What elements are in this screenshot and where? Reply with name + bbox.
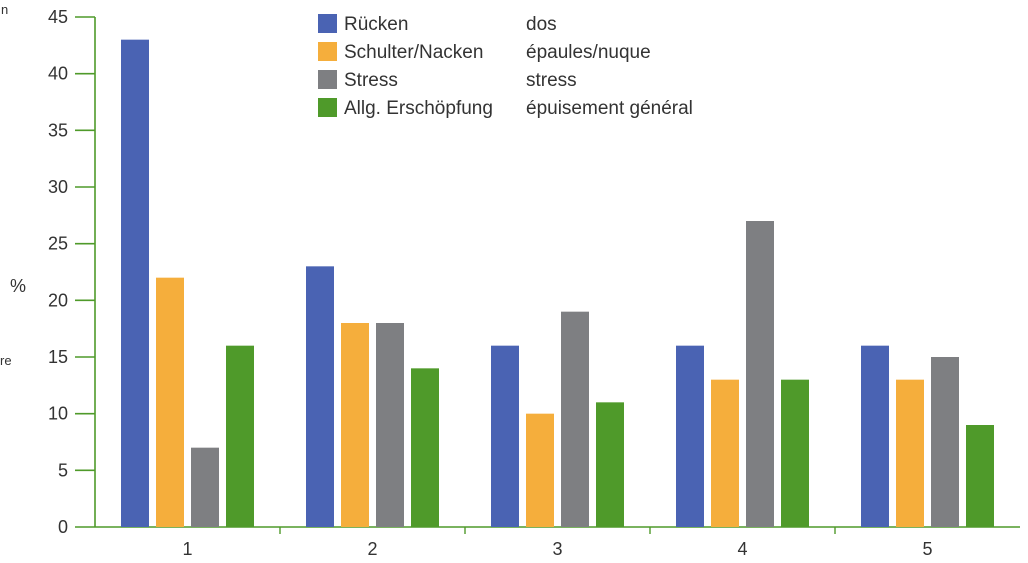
bar [711, 379, 739, 527]
x-tick-label: 3 [552, 539, 562, 559]
bar [861, 345, 889, 527]
bar [781, 379, 809, 527]
y-tick-label: 5 [58, 460, 68, 480]
bar [526, 413, 554, 527]
y-tick-label: 30 [48, 177, 68, 197]
y-tick-label: 20 [48, 290, 68, 310]
legend-label-fr: épuisement général [526, 98, 693, 119]
legend-label-fr: épaules/nuque [526, 42, 651, 63]
x-tick-label: 4 [737, 539, 747, 559]
y-tick-label: 40 [48, 64, 68, 84]
bar [561, 311, 589, 527]
x-tick-label: 5 [922, 539, 932, 559]
cut-off-text-middle: re [0, 353, 12, 368]
legend-label: Allg. Erschöpfung [344, 98, 493, 119]
y-tick-label: 15 [48, 347, 68, 367]
bar [596, 402, 624, 527]
bar [966, 425, 994, 527]
bar [746, 221, 774, 527]
legend-label-fr: stress [526, 70, 577, 91]
bar [341, 323, 369, 527]
cut-off-text-top: n [1, 2, 8, 17]
bars [121, 39, 994, 528]
bar [491, 345, 519, 527]
legend-swatch [318, 70, 337, 89]
bar [121, 39, 149, 528]
y-tick-label: 25 [48, 234, 68, 254]
bar [226, 345, 254, 527]
x-tick-label: 1 [182, 539, 192, 559]
legend-label: Stress [344, 70, 398, 91]
bar [896, 379, 924, 527]
x-tick-label: 2 [367, 539, 377, 559]
legend-label-fr: dos [526, 14, 557, 35]
bar [156, 277, 184, 527]
y-tick-label: 10 [48, 404, 68, 424]
legend: Rücken dos Schulter/Nacken épaules/nuque Str… [318, 14, 693, 119]
legend-swatch [318, 42, 337, 61]
y-tick-label: 35 [48, 120, 68, 140]
y-tick-label: 45 [48, 7, 68, 27]
y-axis-label: % [10, 276, 26, 296]
legend-swatch [318, 14, 337, 33]
y-tick-label: 0 [58, 517, 68, 537]
legend-label: Rücken [344, 14, 408, 35]
bar [306, 266, 334, 527]
legend-swatch [318, 98, 337, 117]
bar [376, 323, 404, 527]
bar [676, 345, 704, 527]
bar [931, 357, 959, 527]
legend-label: Schulter/Nacken [344, 42, 483, 63]
bar [191, 447, 219, 527]
bar [411, 368, 439, 527]
